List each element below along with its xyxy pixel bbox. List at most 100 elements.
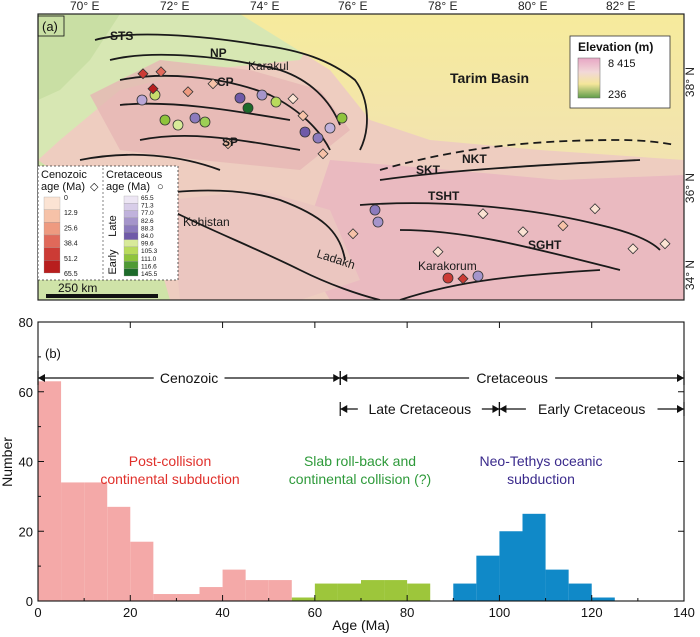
elevation-color-bar <box>577 57 601 99</box>
histogram-bar <box>522 513 546 601</box>
histogram-bar <box>568 583 592 601</box>
lon-tick-label: 72° E <box>160 0 189 13</box>
cretaceous-swatch <box>123 268 139 277</box>
cenozoic-swatch <box>43 196 61 210</box>
late-label: Late <box>107 215 119 236</box>
place-label: SP <box>222 135 238 149</box>
place-labels: STS NP Karakul CP SP Tarim Basin SKT NKT… <box>110 29 562 273</box>
cretaceous-value: 84.0 <box>141 233 154 240</box>
lat-tick-labels: 38° N 36° N 34° N <box>683 67 697 290</box>
sample-markers <box>136 66 671 285</box>
period-arrow: Late Cretaceous <box>339 400 501 418</box>
lat-tick-label: 36° N <box>683 173 697 203</box>
circle-symbol: ○ <box>157 181 164 193</box>
lon-tick-label: 76° E <box>338 0 367 13</box>
cretaceous-swatch <box>123 232 139 240</box>
cretaceous-value: 116.6 <box>141 263 157 270</box>
place-label: CP <box>217 75 234 89</box>
map-panel-label-box <box>37 15 65 37</box>
histogram-bar <box>268 580 292 601</box>
x-tick-label: 20 <box>123 605 137 620</box>
cenozoic-swatch <box>43 247 61 261</box>
histogram-bar <box>199 587 223 601</box>
histogram-bar <box>384 580 408 601</box>
cenozoic-value: 12.9 <box>64 210 78 217</box>
cretaceous-value: 82.6 <box>141 218 154 225</box>
period-label: Cenozoic <box>160 370 218 386</box>
cretaceous-swatch <box>123 261 139 269</box>
cretaceous-swatch <box>123 246 139 255</box>
place-label: Karakorum <box>418 259 477 273</box>
annotation-line: continental subduction <box>100 471 239 487</box>
cretaceous-value: 77.0 <box>141 210 154 217</box>
map-panel: (a) 70° E 72° E 74° E 76° E 78° E 80° E … <box>37 0 697 301</box>
histogram-bar <box>153 594 177 601</box>
period-arrow: Cenozoic <box>37 369 341 387</box>
cretaceous-value: 99.6 <box>141 241 154 248</box>
x-tick-label: 0 <box>34 605 41 620</box>
cretaceous-value: 71.3 <box>141 203 154 210</box>
period-label: Early Cretaceous <box>538 401 645 417</box>
place-label: TSHT <box>428 189 460 203</box>
lat-tick-label: 34° N <box>683 260 697 290</box>
histogram-bar <box>591 597 615 601</box>
place-label: NKT <box>462 152 487 166</box>
place-label: SKT <box>416 163 441 177</box>
histogram-panel: 0 20 40 60 80 100 120 140 0 20 40 60 80 (b) Cenozoic… <box>0 315 695 633</box>
cretaceous-legend-title: Cretaceous <box>106 169 163 181</box>
process-annotations: Post-collision continental subduction Sl… <box>100 453 602 487</box>
cenozoic-swatch <box>43 234 61 248</box>
lon-tick-label: 70° E <box>70 0 99 13</box>
cretaceous-swatch <box>123 195 139 204</box>
histogram-bar <box>245 580 269 601</box>
lon-tick-label: 82° E <box>606 0 635 13</box>
cenozoic-legend-subtitle: age (Ma) <box>41 181 85 193</box>
x-axis-title: Age (Ma) <box>332 617 390 633</box>
lon-tick-labels: 70° E 72° E 74° E 76° E 78° E 80° E 82° … <box>70 0 635 13</box>
y-tick-label: 80 <box>19 315 33 330</box>
cretaceous-value: 65.5 <box>141 195 154 202</box>
x-tick-label: 80 <box>400 605 414 620</box>
place-label: NP <box>210 46 227 60</box>
map-panel-label: (a) <box>42 19 58 34</box>
cretaceous-swatch <box>123 254 139 262</box>
scale-bar-label: 250 km <box>58 281 97 295</box>
x-tick-label: 100 <box>489 605 511 620</box>
annotation-line: subduction <box>507 471 575 487</box>
period-arrow: Cretaceous <box>339 369 685 387</box>
cretaceous-swatch <box>123 210 139 218</box>
scale-bar: 250 km <box>46 281 158 298</box>
histogram-bar <box>407 583 431 601</box>
cretaceous-swatches: 65.571.377.082.688.384.099.6105.3111.011… <box>123 195 158 278</box>
period-label: Cretaceous <box>476 370 548 386</box>
cretaceous-value: 145.5 <box>141 271 158 278</box>
cretaceous-swatch <box>123 217 139 226</box>
elevation-max-label: 8 415 <box>608 58 636 70</box>
lon-tick-label: 74° E <box>250 0 279 13</box>
cenozoic-value: 65.5 <box>64 271 78 278</box>
period-annotations: Cenozoic Cretaceous Late Cretaceous Early C… <box>37 369 685 418</box>
histogram-bar <box>476 555 500 601</box>
histogram-bar <box>176 594 200 601</box>
histogram-bar <box>84 482 108 601</box>
histogram-bar <box>107 506 131 601</box>
cenozoic-value: 0 <box>64 195 68 202</box>
place-label: STS <box>110 29 133 43</box>
cretaceous-value: 111.0 <box>141 256 157 263</box>
cenozoic-value: 25.6 <box>64 225 78 232</box>
period-label: Late Cretaceous <box>368 401 471 417</box>
histogram-bar <box>337 583 361 601</box>
cenozoic-value: 51.2 <box>64 256 78 263</box>
cretaceous-swatch <box>123 203 139 211</box>
histogram-bar <box>545 569 569 601</box>
annotation-line: continental collision (?) <box>289 471 431 487</box>
cenozoic-legend-title: Cenozoic <box>41 169 87 181</box>
histogram-bar <box>130 541 154 601</box>
y-tick-label: 40 <box>19 455 33 470</box>
elevation-min-label: 236 <box>608 89 626 101</box>
place-label: Kohistan <box>183 215 230 229</box>
cretaceous-swatch <box>123 224 139 233</box>
age-legend: Cenozoic age (Ma) ◇ 0 12.9 25.6 38.4 51.2 65.… <box>37 165 179 281</box>
cretaceous-value: 105.3 <box>141 248 158 255</box>
